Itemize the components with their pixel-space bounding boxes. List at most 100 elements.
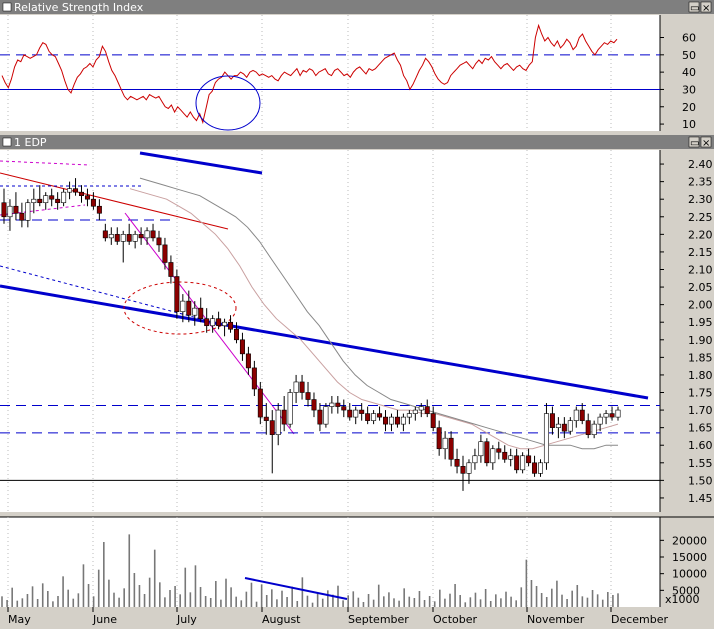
candle — [299, 374, 305, 400]
price-tick-label: 2.35 — [688, 176, 713, 189]
candle-body — [31, 198, 37, 204]
rsi-window-controls[interactable]: ▭ × — [688, 1, 712, 14]
candle-body — [126, 234, 132, 242]
candle — [216, 311, 222, 330]
candle-body — [418, 406, 424, 411]
candle-body — [299, 381, 305, 393]
month-label: September — [348, 613, 409, 626]
month-label: November — [527, 613, 585, 626]
candle-body — [555, 423, 561, 428]
candle-body — [478, 441, 484, 457]
candle-body — [263, 416, 269, 421]
candle-body — [102, 230, 108, 239]
candle — [532, 455, 538, 477]
rsi-tick-label: 20 — [682, 101, 696, 114]
candle — [19, 202, 25, 228]
price-tick-label: 2.00 — [688, 299, 713, 312]
moving-average-slow — [139, 177, 618, 450]
volume-unit-label: x1000 — [665, 593, 700, 606]
candle — [436, 420, 442, 456]
candle-body — [138, 234, 144, 239]
candle — [383, 410, 389, 432]
candle — [156, 230, 162, 252]
candle — [180, 294, 186, 323]
price-candles — [1, 178, 621, 491]
candle — [43, 192, 49, 210]
candle — [388, 413, 394, 432]
rsi-tick-label: 60 — [682, 32, 696, 45]
candle-body — [561, 423, 567, 432]
candle-body — [347, 409, 353, 418]
candle — [186, 290, 192, 323]
month-labels: May June July August September October Novembe… — [7, 607, 669, 626]
candle — [442, 431, 448, 460]
candle-body — [591, 423, 597, 435]
price-tick-label: 2.40 — [688, 158, 713, 171]
candle — [526, 448, 532, 467]
candle — [138, 227, 144, 245]
candle-body — [609, 413, 615, 418]
candle — [406, 410, 412, 425]
price-trendlines — [0, 151, 660, 435]
candle-body — [341, 406, 347, 411]
candle-body — [204, 318, 210, 327]
candle — [359, 403, 365, 421]
candle-body — [305, 392, 311, 400]
candle — [365, 406, 371, 425]
price-tick-label: 2.10 — [688, 263, 713, 276]
volume-bars — [1, 534, 619, 607]
candle-body — [400, 416, 406, 425]
red-dotted-circle — [123, 281, 237, 335]
candle-body — [472, 455, 478, 464]
candle — [78, 185, 84, 203]
candle-body — [37, 198, 43, 204]
price-tick-label: 1.75 — [688, 387, 713, 400]
price-tick-label: 2.05 — [688, 281, 713, 294]
candle-body — [353, 409, 359, 418]
candle-body — [329, 402, 335, 407]
candle-body — [192, 307, 198, 316]
candle-body — [78, 191, 84, 196]
price-tick-label: 2.20 — [688, 228, 713, 241]
candle — [263, 403, 269, 435]
candle-body — [90, 198, 96, 207]
candle — [150, 223, 156, 242]
candle-body — [371, 413, 377, 421]
candle-body — [490, 448, 496, 464]
candle — [31, 188, 37, 214]
candle — [371, 410, 377, 425]
candle-body — [180, 300, 186, 312]
candle — [222, 318, 228, 337]
candle — [102, 223, 108, 242]
svg-text:▭: ▭ — [690, 3, 699, 14]
candle — [567, 417, 573, 435]
candle-body — [436, 427, 442, 450]
candle-body — [228, 321, 234, 330]
candle-body — [335, 402, 341, 407]
candle — [323, 403, 329, 428]
candle — [25, 199, 31, 228]
moving-average-fast — [129, 188, 619, 450]
candle — [549, 406, 555, 435]
price-window-controls[interactable]: ▭ × — [688, 136, 712, 149]
candle — [239, 332, 245, 361]
candle-body — [168, 262, 174, 277]
rsi-series-line — [1, 23, 618, 125]
candle — [394, 410, 400, 428]
candle-body — [67, 188, 73, 193]
rsi-tick-label: 50 — [682, 49, 696, 62]
candle-body — [144, 230, 150, 239]
candle-body — [567, 420, 573, 432]
candle — [430, 406, 436, 432]
candle-body — [615, 409, 621, 418]
candle — [305, 381, 311, 407]
candle — [597, 413, 603, 432]
candle — [198, 297, 204, 323]
candle-body — [424, 406, 430, 414]
price-tick-label: 1.85 — [688, 351, 713, 364]
candle-body — [323, 406, 329, 425]
candle — [591, 420, 597, 439]
candle-body — [520, 455, 526, 471]
candle — [400, 413, 406, 432]
